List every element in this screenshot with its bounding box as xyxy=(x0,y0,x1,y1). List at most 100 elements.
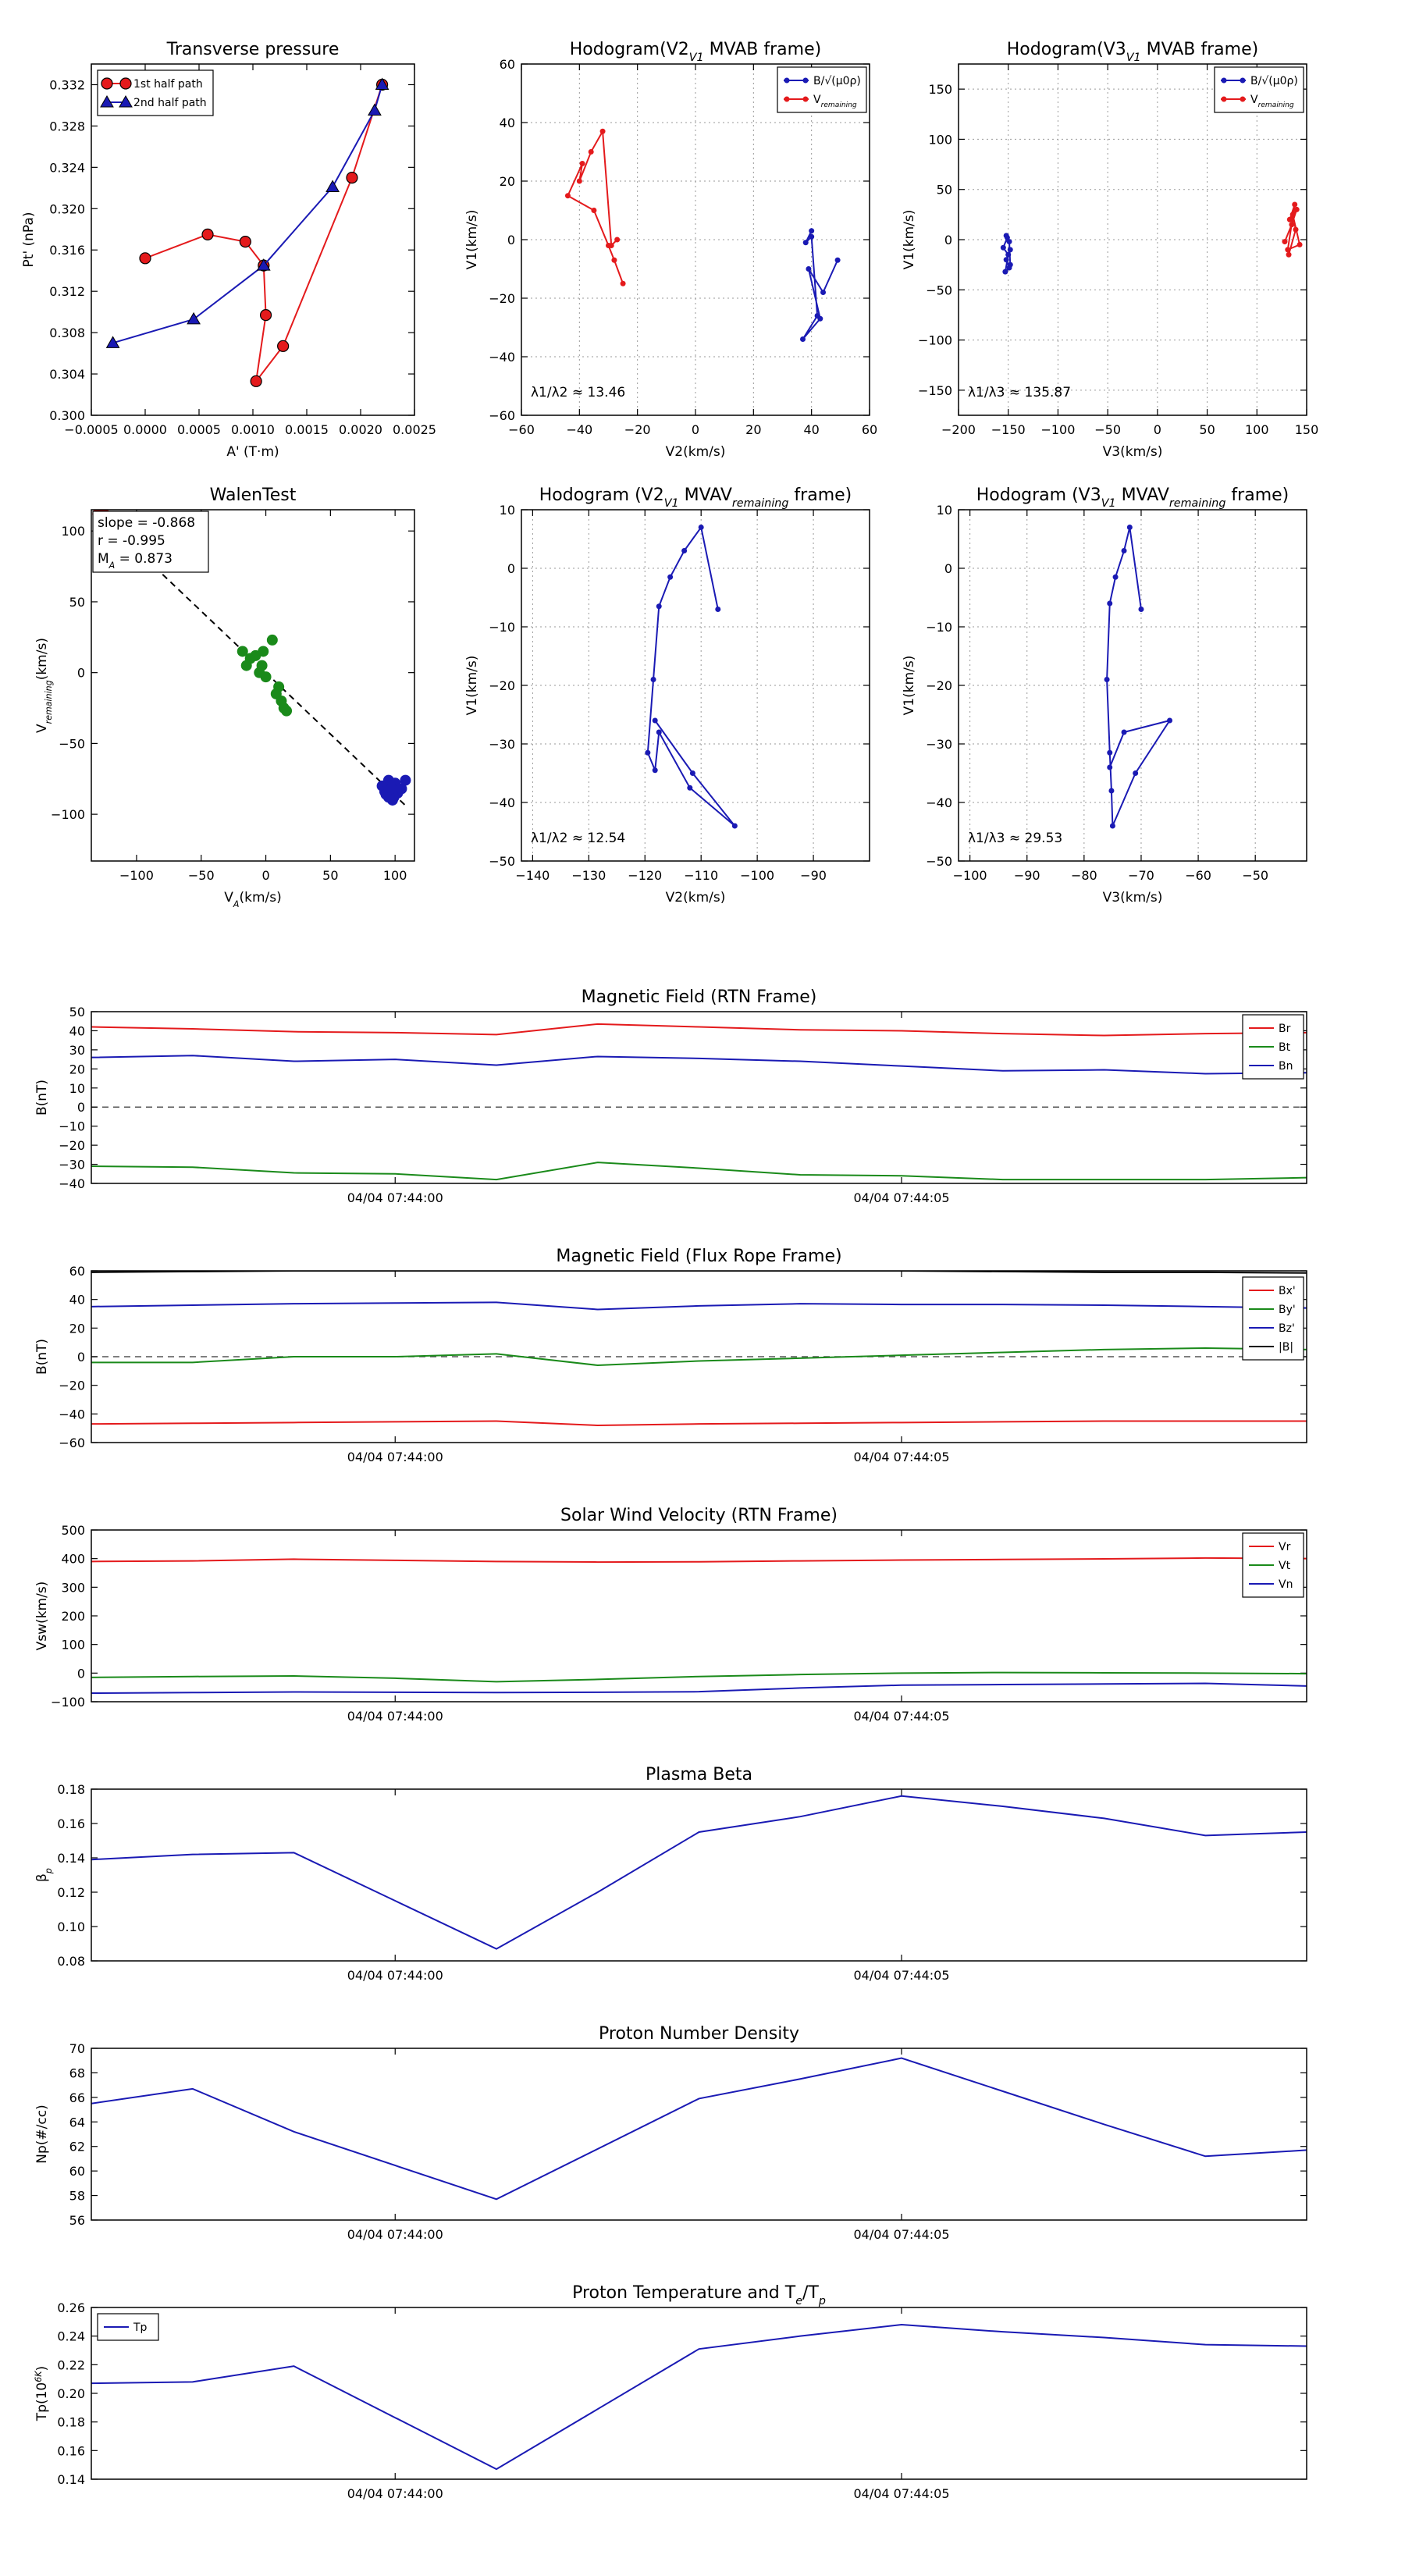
series-bn xyxy=(91,1055,1307,1075)
grid xyxy=(521,64,870,415)
plot-area xyxy=(1104,525,1173,829)
series-v-remaining-point xyxy=(608,243,614,248)
y-axis-label: V1(km/s) xyxy=(464,210,480,270)
y-tick-label: 0.312 xyxy=(49,284,85,299)
plot-frame xyxy=(91,1529,1307,1703)
chart-h4: Hodogram (V3V1 MVAVremaining frame)−100−… xyxy=(902,486,1307,906)
series-1st-half-path-point xyxy=(250,375,262,387)
series-end xyxy=(376,774,411,806)
series-v-remaining xyxy=(1282,201,1303,258)
x-tick-label: −50 xyxy=(188,868,215,883)
series-v-remaining-point xyxy=(588,149,594,155)
series-b-0--point xyxy=(834,257,841,263)
series-2nd-half-path-point xyxy=(368,103,382,116)
legend-label: Vt xyxy=(1279,1560,1291,1572)
plot-area xyxy=(1000,201,1303,275)
series-2nd-half-path-point xyxy=(187,311,201,325)
series-2nd-half-path-point xyxy=(105,336,120,348)
legend-item: Bt xyxy=(1249,1041,1291,1054)
eigenvalue-ratio-label: λ1/λ3 ≈ 29.53 xyxy=(968,831,1062,846)
grid xyxy=(959,510,1307,861)
legend-label: Vn xyxy=(1279,1578,1293,1591)
y-tick-label: 20 xyxy=(500,174,515,189)
series-v-remaining-point xyxy=(591,208,597,213)
y-tick-label: 60 xyxy=(500,57,515,72)
series-path-point xyxy=(656,729,662,735)
y-tick-label: 0.20 xyxy=(57,2386,85,2401)
plot-area xyxy=(92,510,411,806)
series-v-remaining-point xyxy=(1293,226,1299,233)
x-tick-label: 60 xyxy=(862,422,877,437)
x-axis-label: V2(km/s) xyxy=(666,890,726,906)
y-tick-label: 0.18 xyxy=(57,1782,85,1797)
legend-item: Br xyxy=(1249,1023,1291,1035)
legend: B/√(μ0ρ) Vremaining xyxy=(777,66,867,113)
legend-item: 1st half path xyxy=(101,77,203,91)
y-tick-label: 0.14 xyxy=(57,2472,85,2487)
series-tp xyxy=(91,2323,1307,2471)
x-tick-label: −90 xyxy=(800,868,827,883)
legend-point xyxy=(784,96,790,102)
y-tick-label: −10 xyxy=(489,620,515,635)
plot-area xyxy=(91,2323,1307,2471)
series-v-remaining-point xyxy=(1293,206,1300,212)
y-tick-label: 400 xyxy=(61,1552,85,1567)
series-beta xyxy=(91,1795,1307,1950)
legend-label: B/√(μ0ρ) xyxy=(1250,75,1298,87)
plot-area xyxy=(105,77,389,387)
y-tick-label: −40 xyxy=(59,1176,85,1191)
y-axis-label: V1(km/s) xyxy=(902,210,917,270)
x-tick-label: −140 xyxy=(515,868,550,883)
series-path-point xyxy=(1126,525,1133,530)
y-tick-label: 0.16 xyxy=(57,2443,85,2458)
x-tick-label: 0.0005 xyxy=(177,422,221,437)
y-tick-label: −20 xyxy=(489,291,515,306)
y-tick-label: 0.10 xyxy=(57,1920,85,1934)
y-tick-label: 0.320 xyxy=(49,201,85,216)
series-v-remaining-point xyxy=(1289,222,1295,228)
x-axis-label: A' (T·m) xyxy=(226,444,279,460)
series-path xyxy=(645,525,738,829)
chart-h1: Hodogram(V2V1 MVAB frame) −60 −40 −20 0 20 40 6… xyxy=(464,40,877,460)
plot-area xyxy=(564,128,841,342)
plot-frame xyxy=(91,2048,1307,2221)
y-tick-label: 58 xyxy=(69,2189,85,2204)
plot-area xyxy=(91,2057,1307,2201)
plot-area xyxy=(645,525,738,829)
series-v-remaining-point xyxy=(1297,241,1303,247)
walen-stats-box xyxy=(92,511,209,573)
series-middle-point xyxy=(258,646,269,657)
eigenvalue-ratio-label: λ1/λ2 ≈ 12.54 xyxy=(531,831,625,846)
series-b-0--point xyxy=(1007,247,1013,253)
series-b-0--point xyxy=(800,336,806,342)
y-tick-label: −30 xyxy=(489,737,515,752)
y-tick-label: 0.316 xyxy=(49,243,85,258)
x-tick-label: −70 xyxy=(1128,868,1154,883)
series-path-point xyxy=(1121,729,1127,735)
plot-area xyxy=(91,1795,1307,1950)
x-tick-label: −130 xyxy=(571,868,606,883)
series-path-point xyxy=(1107,600,1113,607)
y-tick-label: 0 xyxy=(944,233,952,247)
legend-box xyxy=(1214,66,1304,113)
y-tick-label: −50 xyxy=(926,854,952,869)
y-axis-label: Vsw(km/s) xyxy=(34,1582,50,1651)
y-tick-label: −30 xyxy=(926,737,952,752)
series-tp-line xyxy=(91,2323,1307,2471)
chart-title: Hodogram (V3V1 MVAVremaining frame) xyxy=(976,486,1289,510)
plot-area xyxy=(91,1271,1307,1427)
x-axis-label: VA(km/s) xyxy=(224,890,281,909)
y-tick-label: 0 xyxy=(507,561,515,576)
legend-label: Bz' xyxy=(1279,1322,1295,1335)
y-tick-label: −40 xyxy=(926,795,952,810)
series-path-point xyxy=(650,677,656,682)
y-tick-label: 0 xyxy=(944,561,952,576)
series-1st-half-path-point xyxy=(277,340,290,352)
x-tick-label: 04/04 07:44:05 xyxy=(853,2486,949,2501)
legend-point xyxy=(802,77,809,84)
x-axis-label: V2(km/s) xyxy=(666,444,726,460)
walen-stat: MA = 0.873 xyxy=(98,551,173,571)
series-b-0--point xyxy=(1000,244,1006,251)
y-tick-label: 0 xyxy=(77,1100,85,1115)
x-tick-label: 04/04 07:44:05 xyxy=(853,2227,949,2242)
